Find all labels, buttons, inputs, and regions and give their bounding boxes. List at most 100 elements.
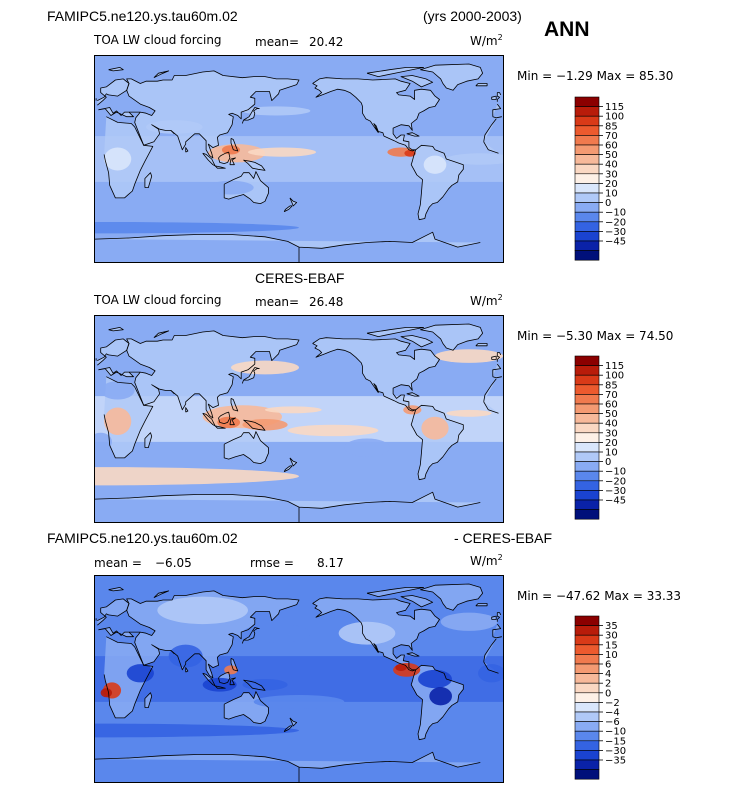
colorbar-tick-label: 35: [605, 621, 618, 632]
colorbar-tick-label: 60: [605, 400, 618, 411]
coastline: [95, 491, 481, 522]
colorbar-tick-label: −35: [605, 756, 626, 767]
coastline: [144, 692, 153, 709]
colorbar-swatch: [574, 721, 600, 732]
field-contour: [248, 147, 316, 157]
coastline: [491, 95, 497, 100]
colorbar-swatch: [574, 480, 600, 491]
colorbar-swatch: [574, 355, 600, 366]
colorbar-swatch: [574, 432, 600, 443]
coastline: [214, 685, 226, 689]
colorbar-swatch: [574, 442, 600, 453]
field-contour: [104, 147, 132, 171]
coastline: [230, 398, 239, 412]
coastline: [491, 615, 497, 620]
coastline: [243, 679, 266, 691]
colorbar-swatch: [574, 702, 600, 713]
coastline: [289, 197, 298, 207]
field-contour: [157, 596, 248, 625]
land-fill: [144, 692, 152, 708]
land-fill: [401, 595, 433, 607]
land-fill: [367, 67, 424, 77]
coastline: [218, 151, 231, 164]
colorbar-swatch: [574, 384, 600, 395]
field-contour: [126, 664, 154, 683]
field-contour: [338, 621, 396, 645]
colorbar-tick-label: 50: [605, 150, 618, 161]
colorbar-swatch: [574, 154, 600, 165]
colorbar-tick-label: 70: [605, 131, 618, 142]
land-fill: [97, 78, 129, 106]
field-contour: [95, 723, 299, 738]
coastline: [108, 326, 124, 332]
colorbar-tick-label: 30: [605, 428, 618, 439]
colorbar-tick-label: 0: [605, 457, 611, 468]
colorbar-tick-label: 115: [605, 361, 624, 372]
field-contour: [217, 416, 241, 429]
coastline: [492, 636, 502, 639]
colorbar-swatch: [574, 451, 600, 462]
panel3-map: [94, 575, 504, 783]
panel2-map: [94, 315, 504, 523]
coastline: [475, 343, 488, 347]
panel3-mean-value: −6.05: [155, 556, 192, 570]
colorbar-swatch: [574, 125, 600, 136]
coastline: [420, 583, 484, 611]
coastline: [185, 667, 189, 673]
coastline: [410, 144, 464, 221]
colorbar-tick-label: 115: [605, 102, 624, 113]
coastline: [406, 652, 420, 657]
colorbar-swatch: [574, 413, 600, 424]
land-fill: [367, 327, 424, 337]
land-fill: [224, 431, 269, 464]
land-fill: [492, 624, 501, 637]
land-fill: [420, 324, 483, 351]
coastline: [153, 70, 170, 79]
coastline: [153, 590, 170, 599]
land-fill: [126, 70, 299, 158]
colorbar-swatch: [574, 625, 600, 636]
colorbar-tick-label: 20: [605, 179, 618, 190]
colorbar-swatch: [574, 365, 600, 376]
colorbar-swatch: [574, 173, 600, 184]
land-fill: [401, 75, 433, 87]
colorbar-swatch: [574, 115, 600, 127]
land-fill: [144, 172, 152, 188]
colorbar-swatch: [574, 403, 600, 414]
coastline: [283, 205, 293, 213]
panel1-mean-label: mean=: [255, 35, 300, 49]
coastline: [214, 425, 226, 429]
colorbar-tick-label: −20: [605, 476, 626, 487]
land-fill: [475, 343, 488, 346]
colorbar-tick-label: 85: [605, 121, 618, 132]
coastline: [95, 751, 481, 782]
colorbar-tick-label: 0: [605, 688, 611, 699]
coastline: [312, 77, 440, 152]
field-contour: [287, 424, 379, 437]
colorbar-tick-label: −30: [605, 227, 626, 238]
colorbar-swatch: [574, 422, 600, 434]
colorbar-tick-label: −10: [605, 467, 626, 478]
field-contour: [104, 407, 132, 436]
colorbar-tick-label: −4: [605, 708, 620, 719]
coastline: [312, 597, 440, 672]
coastline: [400, 75, 434, 88]
land-fill: [95, 752, 481, 782]
field-contour: [440, 612, 498, 631]
coastline: [483, 118, 497, 142]
coastline: [243, 159, 266, 171]
colorbar-swatch: [574, 644, 600, 655]
coastline: [243, 419, 266, 431]
panel2-title: TOA LW cloud forcing: [94, 293, 222, 307]
field-contour: [231, 360, 299, 375]
colorbar-swatch: [574, 730, 600, 742]
coastline: [170, 130, 175, 135]
colorbar-tick-label: −15: [605, 736, 626, 747]
panel2-units: W/m2: [470, 293, 503, 308]
land-fill: [243, 160, 265, 171]
panel3-units: W/m2: [470, 553, 503, 568]
colorbar-swatch: [574, 221, 600, 232]
land-fill: [401, 335, 433, 347]
